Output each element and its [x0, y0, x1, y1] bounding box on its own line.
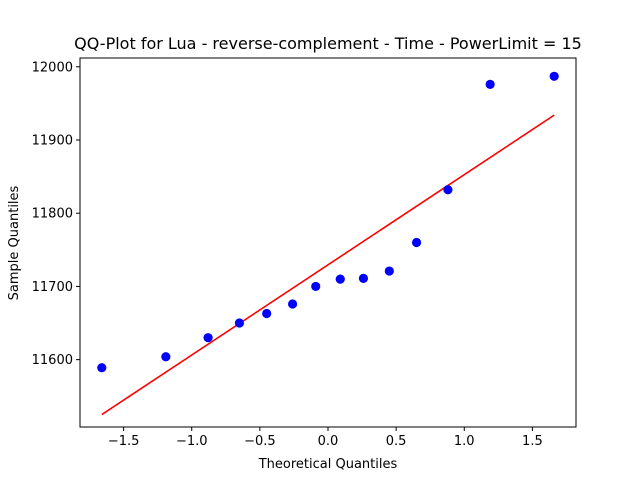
data-point [358, 273, 369, 283]
data-point [485, 79, 495, 89]
data-point [411, 237, 422, 248]
data-point [384, 266, 394, 276]
x-axis-label: Theoretical Quantiles [258, 457, 398, 472]
data-point [97, 363, 107, 373]
y-tick-label: 11800 [32, 207, 73, 222]
data-point [262, 308, 272, 319]
x-tick-label: −0.5 [244, 434, 276, 449]
data-point [161, 352, 171, 362]
data-point [287, 299, 298, 309]
y-axis-label: Sample Quantiles [7, 185, 22, 300]
axes: −1.5 −1.0 −0.5 0.0 0.5 1.0 1.5 11600 11700 11800 1… [32, 57, 577, 449]
x-tick-label: 0.5 [386, 434, 407, 449]
data-point [549, 71, 559, 81]
x-tick-label: 0.0 [318, 434, 339, 449]
fit-line [101, 114, 555, 416]
chart-title: QQ-Plot for Lua - reverse-complement - T… [74, 34, 582, 53]
x-tick-label: 1.0 [454, 434, 475, 449]
y-tick-label: 11700 [32, 280, 73, 295]
data-point [234, 318, 245, 328]
x-tick-label: −1.5 [108, 434, 140, 449]
y-tick-label: 11900 [32, 134, 73, 149]
x-tick-label: −1.0 [176, 434, 208, 449]
data-point [335, 274, 345, 284]
data-point [443, 185, 453, 195]
y-tick-label: 11600 [32, 353, 73, 368]
plot-area [80, 58, 576, 427]
y-tick-label: 12000 [32, 60, 73, 75]
plot-background [80, 58, 576, 427]
fit-line-group [101, 114, 555, 416]
data-points [97, 71, 559, 373]
data-point [203, 333, 213, 343]
x-tick-label: 1.5 [522, 434, 543, 449]
data-point [311, 281, 321, 292]
